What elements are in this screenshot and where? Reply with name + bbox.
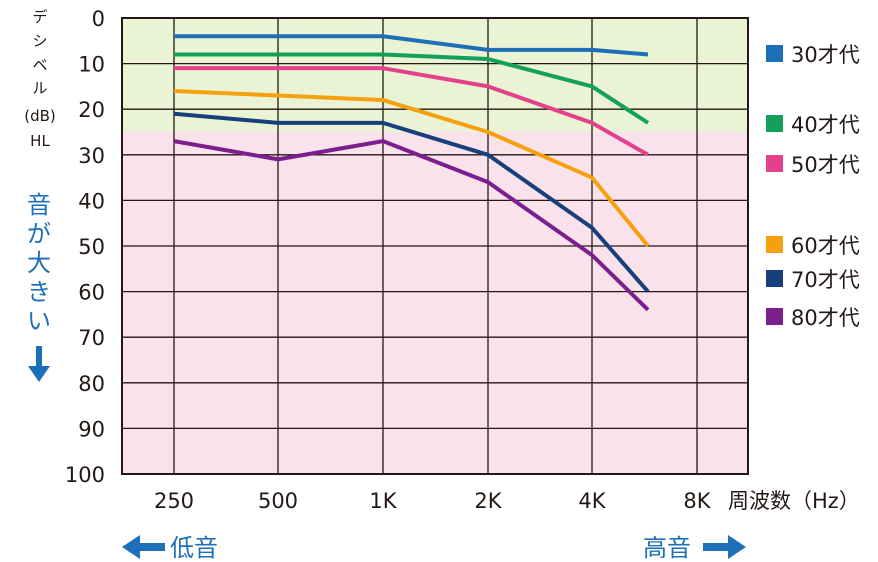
y-direction-char: い <box>27 307 51 335</box>
x-tick-label: 2K <box>474 489 502 513</box>
legend-item: 60才代 <box>766 234 860 258</box>
band-1 <box>122 132 748 474</box>
y-axis-label-part: デ <box>32 8 47 26</box>
series-lines <box>173 34 650 312</box>
x-unit-label: 周波数（Hz） <box>728 489 860 513</box>
y-tick-label: 0 <box>92 7 105 31</box>
plot-frame <box>121 17 749 475</box>
y-axis-label-part: ベ <box>32 56 47 74</box>
y-tick-label: 20 <box>78 98 105 122</box>
high-label: 高音 <box>643 534 691 562</box>
legend-label: 80才代 <box>791 306 860 330</box>
legend-item: 80才代 <box>766 306 860 330</box>
legend-label: 70才代 <box>791 268 860 292</box>
legend-swatch <box>766 308 783 325</box>
x-tick-label: 250 <box>154 489 194 513</box>
y-axis-label-part: HL <box>30 132 50 150</box>
series-line-30才代 <box>174 34 649 57</box>
legend-swatch <box>766 155 783 172</box>
legend-item: 50才代 <box>766 153 860 177</box>
y-direction-char: 音 <box>27 191 51 219</box>
legend-swatch <box>766 270 783 287</box>
x-tick-labels: 250 500 1K 2K 4K 8K <box>154 489 712 513</box>
y-tick-label: 50 <box>78 235 105 259</box>
y-tick-label: 40 <box>78 189 105 213</box>
legend-item: 40才代 <box>766 113 860 137</box>
series-line-70才代 <box>173 111 650 293</box>
legend-label: 40才代 <box>791 113 860 137</box>
y-direction-char: き <box>27 278 51 306</box>
series-line-80才代 <box>173 139 650 312</box>
y-tick-label: 90 <box>78 417 105 441</box>
y-axis-label-part: (dB) <box>24 107 56 125</box>
legend-label: 60才代 <box>791 234 860 258</box>
x-tick-label: 1K <box>369 489 397 513</box>
y-tick-labels: 0 10 20 30 40 50 60 70 80 90 100 <box>65 7 105 487</box>
legend: 30才代 40才代 50才代 60才代 70才代 80才代 <box>766 43 860 330</box>
legend-label: 30才代 <box>791 43 860 67</box>
legend-item: 30才代 <box>766 43 860 67</box>
y-tick-label: 100 <box>65 463 105 487</box>
legend-label: 50才代 <box>791 153 860 177</box>
legend-swatch <box>766 236 783 253</box>
series-line-40才代 <box>174 52 650 125</box>
y-tick-label: 60 <box>78 281 105 305</box>
series-line-50才代 <box>174 66 649 157</box>
y-tick-label: 30 <box>78 144 105 168</box>
low-label: 低音 <box>170 534 218 562</box>
y-tick-label: 10 <box>78 53 105 77</box>
legend-swatch <box>766 45 783 62</box>
down-arrow-icon <box>28 346 50 382</box>
y-tick-label: 70 <box>78 326 105 350</box>
legend-item: 70才代 <box>766 268 860 292</box>
x-tick-label: 4K <box>578 489 606 513</box>
grid <box>122 17 748 475</box>
y-axis-label-part: ル <box>32 79 47 97</box>
right-arrow-icon <box>703 535 746 559</box>
x-tick-label: 8K <box>683 489 711 513</box>
series-line-60才代 <box>173 88 650 248</box>
y-tick-label: 80 <box>78 372 105 396</box>
y-axis-label-part: シ <box>32 32 47 50</box>
legend-swatch <box>766 115 783 132</box>
x-tick-label: 500 <box>258 489 298 513</box>
y-direction-char: 大 <box>27 249 51 277</box>
y-direction-char: が <box>27 220 51 248</box>
left-arrow-icon <box>122 535 165 559</box>
